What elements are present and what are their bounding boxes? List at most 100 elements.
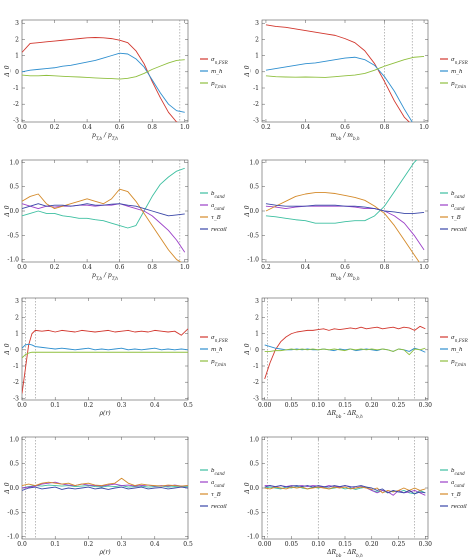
y-tick-label: -1 — [13, 85, 19, 92]
y-tick-label: 0.5 — [249, 461, 259, 468]
y-tick-label: 3 — [255, 298, 259, 305]
series-line-3 — [22, 486, 188, 491]
chart-panel-p5: 3 2 1 0 -1 -2 -30.0 0.1 0.2 0.3 0.4 0.5 ρ(r) Δ_0 σn,FS… — [4, 297, 228, 417]
x-tick-label: 1.0 — [180, 124, 190, 131]
y-tick-label: 3 — [255, 20, 259, 27]
y-tick-label: -1 — [253, 85, 259, 92]
plot-frame — [261, 159, 429, 263]
x-tick-label: 0.25 — [392, 541, 406, 548]
series-line-1 — [265, 56, 413, 122]
y-tick-label: 0.0 — [9, 485, 19, 492]
x-tick-label: 0.00 — [258, 402, 272, 409]
legend-label: m_h — [211, 69, 223, 75]
y-tick-label: 3 — [15, 20, 19, 27]
series-line-2 — [22, 351, 188, 359]
legend-label: pT,min — [211, 359, 226, 367]
x-tick-label: 0.10 — [312, 402, 326, 409]
y-tick-label: 1 — [255, 331, 259, 338]
x-tick-label: 1.0 — [180, 264, 190, 271]
x-axis-label: pT,b / pT,h — [92, 272, 118, 281]
legend-label: bcand — [451, 191, 465, 199]
plot-frame — [21, 159, 189, 263]
x-tick-label: 0.25 — [392, 402, 406, 409]
y-tick-label: -1.0 — [247, 534, 259, 541]
series-line-1 — [22, 343, 188, 351]
x-tick-label: 0.10 — [312, 541, 326, 548]
x-tick-label: 0.2 — [84, 541, 94, 548]
chart-panel-p7: 1.00.50.0-0.5-1.00.0 0.1 0.2 0.3 0.4 0.5ρ(r)Δ… — [4, 436, 227, 556]
y-tick-label: -2 — [253, 101, 259, 108]
legend-label: τ_B — [451, 215, 461, 221]
y-axis-label: Δ_0 — [4, 65, 11, 77]
series-line-0 — [22, 328, 188, 394]
x-tick-label: 0.15 — [338, 541, 352, 548]
x-tick-label: 0.2 — [261, 124, 271, 131]
x-tick-label: 0.8 — [147, 124, 157, 131]
y-tick-label: 1.0 — [9, 159, 19, 166]
y-tick-label: -0.5 — [7, 232, 19, 239]
y-tick-label: -2 — [13, 379, 19, 386]
x-tick-label: 0.8 — [147, 264, 157, 271]
y-tick-label: -1.0 — [247, 257, 259, 264]
y-axis-label: Δ_0 — [4, 343, 11, 355]
legend-label: τ_B — [211, 492, 221, 498]
x-tick-label: 1.0 — [419, 124, 429, 131]
x-tick-label: 0.0 — [17, 264, 27, 271]
series-line-0 — [264, 325, 426, 380]
y-tick-label: 0 — [255, 69, 259, 76]
y-tick-label: 0.0 — [9, 208, 19, 215]
series-line-0 — [22, 37, 178, 122]
y-axis-label: Δ_0 — [244, 205, 251, 217]
series-line-0 — [265, 24, 410, 122]
x-tick-label: 0.2 — [84, 402, 94, 409]
x-tick-label: 0.0 — [17, 541, 27, 548]
legend-label: pT,min — [451, 359, 466, 367]
series-line-2 — [265, 192, 420, 262]
x-axis-label: ΔRbb - ΔRb,h — [326, 549, 363, 558]
chart-panel-p8: 1.0 0.5 0.0 -0.5 -1.00.00 0.05 0.10 0.15 0.20 0.2… — [244, 436, 467, 557]
y-tick-label: -3 — [253, 117, 259, 124]
y-axis-label: Δ_0 — [244, 65, 251, 77]
x-tick-label: 0.1 — [50, 541, 60, 548]
x-tick-label: 0.4 — [150, 402, 160, 409]
x-axis-label: mbb / mb,h — [330, 132, 360, 141]
y-tick-label: -3 — [13, 117, 19, 124]
series-line-2 — [264, 347, 426, 356]
series-line-2 — [22, 477, 188, 487]
series-line-2 — [22, 188, 182, 262]
x-tick-label: 0.4 — [82, 264, 92, 271]
legend-label: bcand — [211, 191, 225, 199]
x-tick-label: 0.2 — [261, 264, 271, 271]
chart-panel-p6: 3 2 1 0 -1 -2 -30.00 0.05 0.10 0.15 0.20 0.25 0.30 ΔR… — [244, 297, 468, 419]
x-tick-label: 0.2 — [50, 264, 60, 271]
x-tick-label: 0.0 — [17, 124, 27, 131]
x-axis-label: ρ(r) — [98, 410, 111, 417]
y-tick-label: 1.0 — [249, 436, 259, 443]
y-tick-label: -0.5 — [7, 509, 19, 516]
y-tick-label: 1.0 — [9, 436, 19, 443]
chart-panel-p1: 3 2 1 0 -1 -2 -30.0 0.2 0.4 0.6 0.8 1.0 pT,b / pT,h Δ… — [4, 19, 228, 141]
series-line-2 — [265, 55, 425, 78]
x-tick-label: 0.4 — [150, 541, 160, 548]
legend-label: pT,min — [451, 81, 466, 89]
legend-label: m_h — [451, 347, 463, 353]
legend-label: acand — [211, 203, 225, 211]
x-tick-label: 0.5 — [183, 402, 193, 409]
legend-label: bcand — [211, 468, 225, 476]
x-tick-label: 0.30 — [419, 402, 433, 409]
x-tick-label: 0.8 — [380, 264, 390, 271]
y-tick-label: 1 — [255, 53, 259, 60]
x-tick-label: 0.4 — [301, 264, 311, 271]
series-line-2 — [22, 59, 185, 80]
series-line-1 — [22, 203, 186, 253]
chart-panel-p3: 1.00.50.0-0.5-1.00.0 0.2 0.4 0.6 0.8 1.0pT,b … — [4, 159, 227, 280]
legend-label: σn,FSR — [211, 57, 228, 65]
series-line-0 — [265, 160, 418, 224]
y-tick-label: 3 — [15, 298, 19, 305]
legend-label: σn,FSR — [451, 335, 468, 343]
x-axis-label: mbb / mb,h — [330, 272, 360, 281]
legend-label: pT,min — [211, 81, 226, 89]
x-tick-label: 0.05 — [285, 402, 299, 409]
y-tick-label: 0 — [255, 347, 259, 354]
